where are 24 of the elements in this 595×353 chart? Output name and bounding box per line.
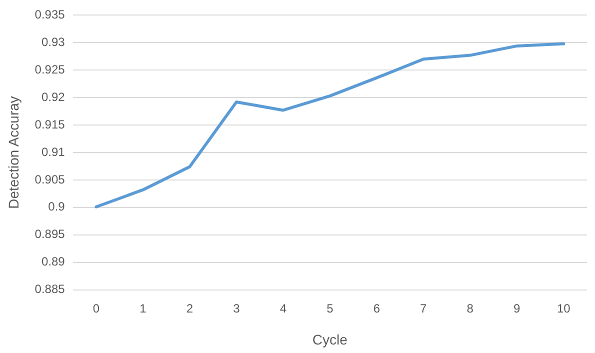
y-tick-label: 0.915 xyxy=(34,117,66,132)
y-tick-label: 0.935 xyxy=(34,8,66,22)
y-tick-label: 0.92 xyxy=(41,90,66,104)
x-tick-label: 0 xyxy=(92,301,100,316)
x-tick-label: 9 xyxy=(514,301,521,316)
x-tick-label: 3 xyxy=(233,301,240,316)
x-tick-label: 10 xyxy=(556,301,571,316)
y-tick-label: 0.885 xyxy=(34,282,66,296)
x-tick-label: 7 xyxy=(420,301,428,316)
y-tick-label: 0.895 xyxy=(34,227,66,242)
x-tick-label: 6 xyxy=(373,301,380,316)
x-tick-label: 2 xyxy=(186,301,194,316)
y-tick-label: 0.9 xyxy=(48,200,66,214)
x-axis-title: Cycle xyxy=(312,331,348,348)
y-tick-label: 0.89 xyxy=(41,254,66,269)
y-tick-label: 0.905 xyxy=(34,172,66,186)
y-tick-label: 0.925 xyxy=(34,62,66,76)
y-tick-label: 0.91 xyxy=(41,144,66,159)
y-axis-title: Detection Accuray xyxy=(5,96,22,209)
x-tick-label: 8 xyxy=(466,301,474,316)
y-tick-label: 0.93 xyxy=(41,34,66,49)
x-tick-label: 1 xyxy=(140,301,147,316)
x-tick-label: 4 xyxy=(280,301,287,316)
x-tick-label: 5 xyxy=(326,301,334,316)
